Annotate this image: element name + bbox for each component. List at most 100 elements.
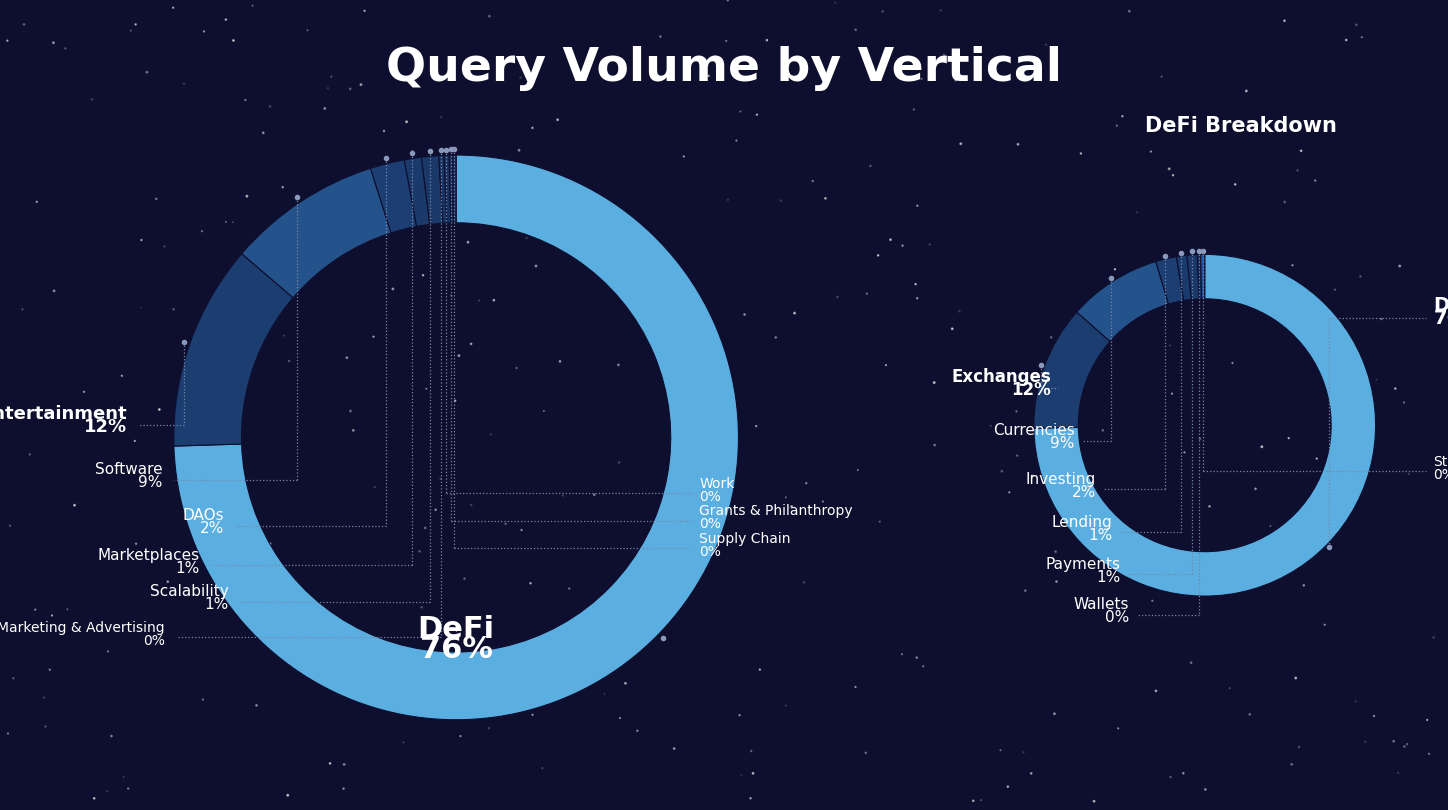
Point	[905, 292, 928, 305]
Point	[780, 500, 804, 513]
Point	[941, 322, 964, 335]
Point	[879, 233, 902, 246]
Point	[1244, 482, 1267, 495]
Point	[1370, 313, 1393, 326]
Point	[111, 770, 135, 783]
Point	[401, 145, 424, 158]
Point	[702, 354, 725, 367]
Point	[482, 294, 505, 307]
Point	[549, 355, 572, 368]
Point	[478, 722, 501, 735]
Point	[801, 175, 824, 188]
Point	[214, 13, 237, 26]
Point	[313, 102, 336, 115]
Text: 12%: 12%	[84, 418, 127, 436]
Point	[240, 0, 264, 12]
Point	[97, 645, 120, 658]
Point	[1345, 19, 1368, 32]
Point	[1281, 258, 1305, 271]
Point	[508, 71, 531, 84]
Point	[1389, 259, 1412, 272]
Point	[233, 93, 256, 106]
Point	[252, 126, 275, 139]
Point	[515, 232, 539, 245]
Point	[0, 727, 20, 740]
Point	[996, 780, 1019, 793]
Text: Scalability: Scalability	[151, 584, 229, 599]
Point	[310, 186, 333, 199]
Point	[1197, 500, 1221, 513]
Point	[765, 331, 788, 344]
Point	[708, 501, 731, 514]
Point	[1242, 542, 1266, 555]
Point	[256, 296, 279, 309]
Point	[188, 380, 211, 393]
Point	[424, 503, 447, 516]
Text: Grants & Philanthropy: Grants & Philanthropy	[699, 505, 853, 518]
Point	[1258, 519, 1281, 532]
Point	[814, 192, 837, 205]
Text: 1%: 1%	[175, 561, 200, 576]
Point	[1273, 15, 1296, 28]
Text: 2%: 2%	[1072, 484, 1096, 500]
Point	[854, 746, 877, 759]
Point	[728, 105, 752, 118]
Point	[524, 259, 547, 272]
Point	[904, 278, 927, 291]
Point	[970, 794, 993, 807]
Point	[1292, 579, 1315, 592]
Point	[1034, 38, 1057, 51]
Point	[456, 236, 479, 249]
Point	[130, 233, 153, 246]
Text: 0%: 0%	[699, 545, 721, 559]
Point	[1118, 5, 1141, 18]
Point	[381, 283, 404, 296]
Point	[1277, 432, 1300, 445]
Point	[1189, 433, 1212, 446]
Wedge shape	[242, 168, 391, 298]
Point	[756, 34, 779, 47]
Point	[518, 577, 542, 590]
Point	[866, 249, 889, 262]
Point	[129, 301, 152, 314]
Point	[746, 109, 769, 122]
Point	[521, 122, 544, 134]
Wedge shape	[449, 155, 453, 223]
Text: Wallets: Wallets	[1074, 597, 1129, 612]
Point	[614, 677, 637, 690]
Point	[1021, 469, 1044, 482]
Point	[979, 420, 1002, 433]
Point	[259, 537, 282, 550]
Point	[891, 239, 914, 252]
Point	[1350, 31, 1373, 44]
Point	[152, 240, 175, 253]
Point	[663, 742, 686, 755]
Point	[1286, 164, 1309, 177]
Point	[989, 744, 1012, 757]
Point	[1310, 300, 1334, 313]
Point	[116, 782, 139, 795]
Point	[190, 224, 213, 237]
Wedge shape	[421, 156, 443, 224]
Point	[72, 386, 96, 399]
Text: DeFi Breakdown: DeFi Breakdown	[1145, 116, 1337, 135]
Point	[191, 693, 214, 706]
Point	[998, 486, 1021, 499]
Point	[1280, 758, 1303, 771]
Point	[1005, 450, 1028, 463]
Text: Query Volume by Vertical: Query Volume by Vertical	[387, 46, 1061, 92]
Point	[272, 329, 295, 342]
Point	[531, 761, 555, 774]
Point	[148, 403, 171, 416]
Point	[1384, 382, 1407, 395]
Point	[717, 194, 740, 207]
Point	[728, 709, 752, 722]
Point	[552, 489, 575, 502]
Point	[1083, 795, 1106, 808]
Text: Software: Software	[94, 462, 162, 477]
Point	[83, 792, 106, 805]
Point	[795, 477, 818, 490]
Point	[81, 93, 104, 106]
Text: 12%: 12%	[1012, 381, 1051, 399]
Point	[792, 576, 815, 589]
